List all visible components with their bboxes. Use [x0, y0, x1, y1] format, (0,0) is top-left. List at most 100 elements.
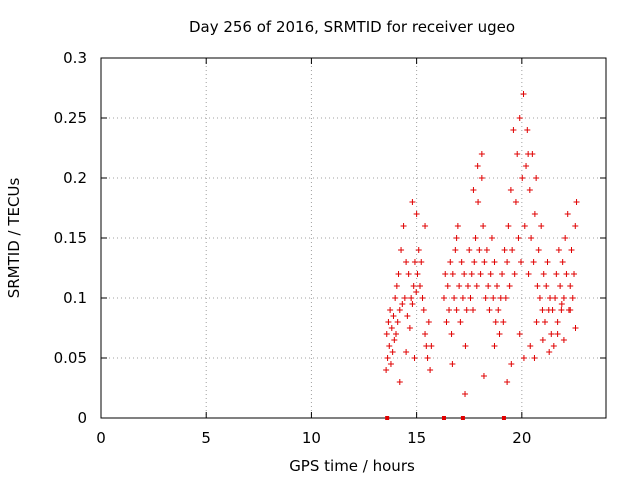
data-point [508, 361, 515, 367]
data-point [554, 319, 561, 325]
y-tick-label: 0.05 [54, 349, 87, 367]
data-point [442, 271, 449, 277]
data-point [422, 331, 429, 337]
data-point [391, 337, 398, 343]
data-point [567, 283, 574, 289]
data-point [553, 271, 560, 277]
data-point [516, 115, 523, 121]
data-point [383, 367, 390, 373]
data-point [531, 211, 538, 217]
data-point [388, 325, 395, 331]
chart-title: Day 256 of 2016, SRMTID for receiver uge… [189, 18, 515, 36]
data-point [466, 247, 473, 253]
data-point [447, 259, 454, 265]
data-point [384, 355, 391, 361]
data-point [555, 247, 562, 253]
data-point [453, 235, 460, 241]
data-point [474, 163, 481, 169]
data-point [539, 337, 546, 343]
data-point [480, 223, 487, 229]
y-tick-label: 0.15 [54, 229, 87, 247]
data-point [534, 283, 541, 289]
data-point [403, 259, 410, 265]
data-point [497, 295, 504, 301]
data-point [400, 223, 407, 229]
data-point [516, 331, 523, 337]
data-point [468, 271, 475, 277]
plot-frame [100, 57, 607, 419]
data-point [427, 367, 434, 373]
data-point [394, 319, 401, 325]
data-point [567, 307, 574, 313]
data-point [409, 301, 416, 307]
data-point [406, 325, 413, 331]
x-tick-label: 0 [96, 429, 106, 447]
data-point [458, 259, 465, 265]
data-point [541, 319, 548, 325]
data-point [562, 235, 569, 241]
data-point [461, 271, 468, 277]
data-point [543, 283, 550, 289]
data-point [408, 295, 415, 301]
data-point [505, 223, 512, 229]
data-point [533, 319, 540, 325]
x-axis-label: GPS time / hours [289, 457, 415, 475]
zero-marker [385, 416, 390, 420]
data-point [573, 199, 580, 205]
data-point [485, 283, 492, 289]
data-point [514, 151, 521, 157]
data-point [504, 379, 511, 385]
x-tick-label: 5 [201, 429, 211, 447]
data-point [473, 283, 480, 289]
data-point [483, 247, 490, 253]
data-point [478, 175, 485, 181]
data-point [472, 235, 479, 241]
data-point [387, 307, 394, 313]
data-point [413, 211, 420, 217]
data-point [507, 187, 514, 193]
data-point [383, 331, 390, 337]
data-point [462, 391, 469, 397]
data-point [515, 235, 522, 241]
data-point [506, 283, 513, 289]
data-point [396, 307, 403, 313]
data-point [452, 247, 459, 253]
data-point [390, 313, 397, 319]
data-point [519, 175, 526, 181]
y-axis-label: SRMTID / TECUs [5, 178, 23, 299]
data-point [558, 307, 565, 313]
data-point [462, 343, 469, 349]
data-point [399, 301, 406, 307]
data-point [404, 313, 411, 319]
data-point [546, 349, 553, 355]
data-point [510, 127, 517, 133]
data-point [411, 355, 418, 361]
data-point [386, 343, 393, 349]
zero-marker [501, 416, 506, 420]
data-point [530, 259, 537, 265]
zero-marker [460, 416, 465, 420]
data-point [492, 319, 499, 325]
data-point [398, 247, 405, 253]
y-tick-label: 0.3 [63, 49, 87, 67]
data-point [572, 223, 579, 229]
data-point [526, 187, 533, 193]
y-tick-label: 0.25 [54, 109, 87, 127]
data-point [548, 331, 555, 337]
data-point [389, 349, 396, 355]
data-point [464, 283, 471, 289]
data-point [428, 343, 435, 349]
data-point [448, 331, 455, 337]
y-tick-label: 0.2 [63, 169, 87, 187]
x-tick-labels: 0 5 10 15 20 [96, 429, 531, 447]
data-point [528, 235, 535, 241]
y-tick-labels: 0 0.05 0.1 0.15 0.2 0.25 0.3 [54, 49, 87, 427]
y-tick-label: 0 [77, 409, 87, 427]
data-point [470, 307, 477, 313]
data-point [488, 235, 495, 241]
data-point [550, 343, 557, 349]
data-point [558, 301, 565, 307]
data-point [413, 289, 420, 295]
data-point [459, 295, 466, 301]
data-point [495, 307, 502, 313]
